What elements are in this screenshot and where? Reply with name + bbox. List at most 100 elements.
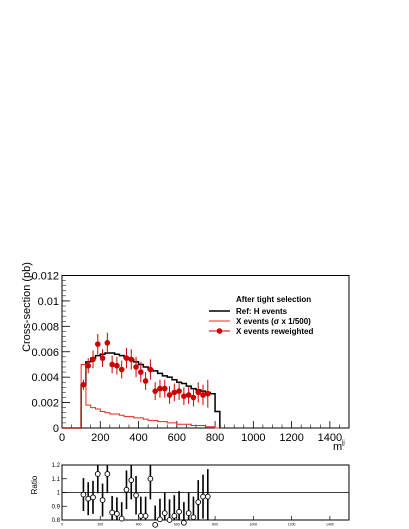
main-x-ticks: 0 200 400 600 800 1000 1200 1400 xyxy=(59,421,350,444)
reweighted-point xyxy=(85,358,92,374)
reweighted-point xyxy=(171,383,178,402)
y-tick-label: 0.004 xyxy=(31,372,59,384)
ratio-point xyxy=(185,492,192,520)
ratio-point xyxy=(204,469,211,520)
ratio-point xyxy=(157,498,163,523)
legend-ref-h-label: Ref: H events xyxy=(236,307,288,316)
ratio-x-ticks: 0 200 400 600 800 1000 1200 1400 xyxy=(61,516,334,527)
ratio-point xyxy=(133,476,139,515)
y-tick-label: 0 xyxy=(53,423,59,435)
reweighted-point xyxy=(147,359,154,380)
ratio-x-tick-label: 1000 xyxy=(249,523,257,527)
x-tick-label: 400 xyxy=(129,432,147,444)
ratio-point xyxy=(104,465,111,494)
x-tick-label: 1200 xyxy=(279,432,303,444)
reweighted-point xyxy=(90,350,96,369)
x-events-reweighted-points xyxy=(80,332,211,408)
x-tick-label: 800 xyxy=(206,432,224,444)
ratio-x-tick-label: 200 xyxy=(97,523,103,527)
legend-reweighted-label: X events reweighted xyxy=(236,327,313,336)
reweighted-point xyxy=(157,379,163,398)
ratio-x-tick-label: 400 xyxy=(136,523,142,527)
ratio-panel: 0 200 400 600 800 1000 1200 1400 0.80.911.11.2 … xyxy=(30,463,350,528)
x-events-line xyxy=(62,363,220,429)
ratio-point xyxy=(109,495,115,520)
y-axis-label: Cross-section (pb) xyxy=(21,262,33,352)
reweighted-point xyxy=(138,361,144,383)
ref-h-events-histogram xyxy=(62,352,221,429)
y-tick-label: 0.008 xyxy=(31,321,59,333)
y-tick-label: 0.01 xyxy=(38,296,59,308)
reweighted-point xyxy=(195,382,202,403)
ratio-y-tick-label: 1.1 xyxy=(52,477,61,483)
x-tick-label: 1000 xyxy=(241,432,265,444)
ref-h-events-line xyxy=(62,352,221,429)
main-panel: 0 200 400 600 800 1000 1200 1400 0 0.002 0.004 0.0… xyxy=(21,262,350,453)
reweighted-point xyxy=(142,372,149,390)
reweighted-point xyxy=(133,356,139,378)
y-tick-label: 0.012 xyxy=(31,271,59,283)
reweighted-point xyxy=(128,349,135,370)
reweighted-point xyxy=(94,333,101,355)
reweighted-point xyxy=(118,360,125,379)
x-tick-label: 600 xyxy=(168,432,186,444)
reweighted-point xyxy=(152,382,158,401)
ratio-point xyxy=(114,497,120,520)
reweighted-point xyxy=(185,386,192,404)
ratio-point xyxy=(90,480,96,514)
reweighted-point xyxy=(181,387,187,406)
ratio-point xyxy=(80,478,87,512)
ratio-point xyxy=(176,491,182,520)
legend-title: After tight selection xyxy=(236,295,311,304)
x-tick-label: 0 xyxy=(59,432,65,444)
ratio-point xyxy=(200,474,206,519)
ratio-point xyxy=(152,505,159,528)
reweighted-point xyxy=(200,384,206,406)
ratio-point xyxy=(195,480,202,520)
ratio-point xyxy=(161,492,168,520)
ratio-point xyxy=(123,470,130,509)
reweighted-point xyxy=(114,356,120,375)
ratio-point xyxy=(166,499,173,523)
reweighted-point xyxy=(166,386,173,404)
ratio-x-tick-label: 600 xyxy=(174,523,180,527)
x-events-histogram xyxy=(62,363,220,429)
x-axis-label: m xyxy=(333,441,342,453)
x-tick-label: 200 xyxy=(91,432,109,444)
ratio-point xyxy=(99,483,106,517)
x-tick-label: 1400 xyxy=(318,432,342,444)
reweighted-point xyxy=(99,349,106,367)
ratio-y-axis-label: Ratio xyxy=(30,475,39,494)
ratio-y-tick-label: 0.8 xyxy=(52,518,61,524)
ratio-x-tick-label: 800 xyxy=(212,523,218,527)
x-axis-label-superscript: jj xyxy=(341,440,345,446)
legend-reweighted-swatch-marker xyxy=(216,328,223,334)
ratio-point xyxy=(128,465,135,500)
ratio-y-tick-label: 1 xyxy=(57,491,61,497)
legend-x-events-label: X events (σ x 1/500) xyxy=(236,317,311,326)
reweighted-point xyxy=(190,388,197,407)
ratio-points xyxy=(80,465,211,528)
ratio-x-tick-label: 1400 xyxy=(326,523,334,527)
y-tick-label: 0.002 xyxy=(31,398,59,410)
y-tick-label: 0.006 xyxy=(31,347,59,359)
ratio-point xyxy=(190,496,197,521)
ratio-y-ticks: 0.8 0.9 1 1.1 1.2 xyxy=(52,463,67,524)
ratio-x-tick-label: 1200 xyxy=(288,523,296,527)
ratio-point xyxy=(118,502,125,522)
reweighted-point xyxy=(204,379,211,408)
reweighted-point xyxy=(109,355,115,374)
ratio-y-tick-label: 1.2 xyxy=(52,463,61,469)
reweighted-point xyxy=(176,382,182,401)
reweighted-point xyxy=(104,332,111,354)
ratio-point xyxy=(94,465,101,494)
ratio-y-tick-label: 0.9 xyxy=(52,504,61,510)
ratio-x-tick-label: 0 xyxy=(61,523,63,527)
ratio-point xyxy=(171,495,178,520)
main-y-ticks: 0 0.002 0.004 0.006 0.008 0.01 0.012 xyxy=(31,271,70,435)
reweighted-point xyxy=(123,347,130,369)
legend: After tight selection Ref: H events X ev… xyxy=(209,295,313,336)
ratio-point xyxy=(85,482,92,516)
ratio-point xyxy=(181,502,187,526)
